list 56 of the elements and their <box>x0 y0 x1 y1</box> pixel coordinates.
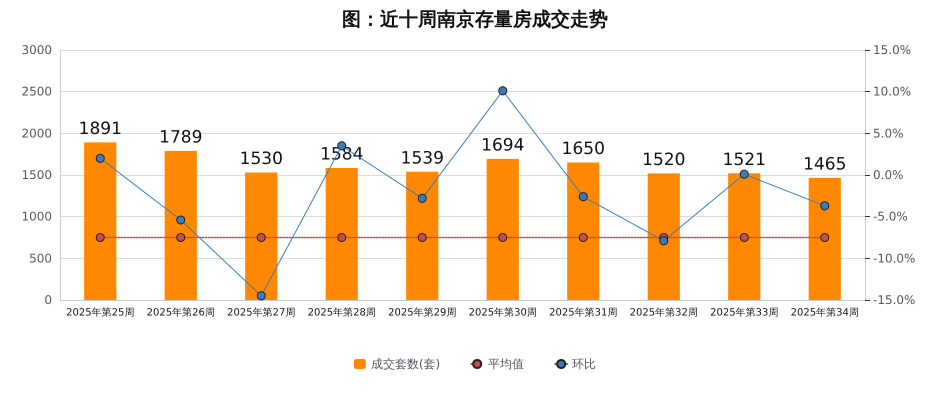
y2-tick-label: 10.0% <box>873 84 912 99</box>
y-tick-label: 2500 <box>21 84 52 99</box>
y-tick-label: 1000 <box>21 210 52 224</box>
data-label: 1539 <box>400 148 444 168</box>
legend-label: 环比 <box>572 357 596 371</box>
bar <box>808 178 841 300</box>
point <box>256 291 266 300</box>
data-label: 1465 <box>803 154 846 174</box>
data-label: 1891 <box>78 118 122 139</box>
data-label: 1530 <box>240 149 283 169</box>
point <box>96 154 105 163</box>
x-tick-label: 2025年第32周 <box>630 306 698 318</box>
chart-title: 图：近十周南京存量房成交走势 <box>342 8 608 30</box>
y2-tick-label: -15.0% <box>873 293 916 307</box>
bar <box>406 172 438 300</box>
bar <box>567 162 600 300</box>
x-tick-label: 2025年第26周 <box>146 306 215 318</box>
x-tick-label: 2025年第28周 <box>308 306 376 318</box>
x-tick-label: 2025年第34周 <box>790 306 859 318</box>
legend-label: 平均值 <box>488 357 524 371</box>
x-tick-label: 2025年第31周 <box>549 306 618 318</box>
data-label: 1520 <box>642 150 686 170</box>
y2-tick-label: 5.0% <box>873 126 904 140</box>
x-tick-label: 2025年第27周 <box>227 306 296 318</box>
y2-tick-label: 15.0% <box>873 43 912 57</box>
x-tick-label: 2025年第30周 <box>468 306 537 318</box>
y-tick-label: 500 <box>29 251 52 266</box>
y-tick-label: 2000 <box>21 126 52 140</box>
y-tick-label: 1500 <box>21 168 52 182</box>
y2-tick-label: -10.0% <box>873 251 916 266</box>
bar <box>164 150 197 300</box>
data-label: 1694 <box>481 135 524 156</box>
legend-label: 成交套数(套) <box>370 357 440 371</box>
point <box>659 236 668 246</box>
bar <box>84 142 116 300</box>
y2-tick-label: 0.0% <box>873 168 904 182</box>
bar <box>486 158 519 300</box>
point <box>740 170 749 179</box>
point <box>498 86 508 96</box>
bar <box>728 173 760 300</box>
bar <box>326 168 358 300</box>
data-label: 1789 <box>159 127 202 148</box>
y2-tick-label: -5.0% <box>873 210 908 224</box>
y-tick-label: 0 <box>44 293 52 307</box>
point <box>578 192 588 202</box>
x-tick-label: 2025年第33周 <box>710 306 778 318</box>
data-label: 1650 <box>562 139 605 159</box>
point <box>418 194 427 203</box>
x-tick-label: 2025年第29周 <box>388 306 456 318</box>
bar <box>648 173 680 300</box>
point <box>176 216 186 224</box>
x-tick-label: 2025年第25周 <box>66 306 134 318</box>
y-tick-label: 3000 <box>21 43 52 57</box>
point <box>820 201 830 210</box>
data-label: 1521 <box>722 150 766 170</box>
bar <box>245 172 278 300</box>
